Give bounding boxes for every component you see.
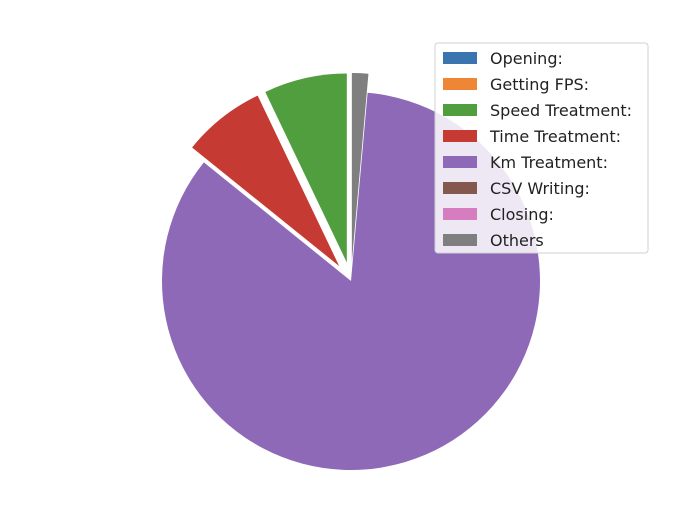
legend-entry-opening: Opening: xyxy=(443,49,563,68)
legend-frame xyxy=(434,42,649,254)
legend: Opening: Getting FPS: Speed Treatment: Time… xyxy=(434,42,649,254)
legend-entry-closing: Closing: xyxy=(443,205,554,224)
legend-label: Km Treatment: xyxy=(490,153,608,172)
pie-slice-speed-treatment xyxy=(265,73,347,263)
legend-swatch xyxy=(443,156,477,168)
legend-swatch xyxy=(443,78,477,90)
legend-label: Others xyxy=(490,231,544,250)
legend-entry-speed-treatment: Speed Treatment: xyxy=(443,101,632,120)
legend-label: Getting FPS: xyxy=(490,75,589,94)
legend-label: Closing: xyxy=(490,205,554,224)
legend-swatch xyxy=(443,208,477,220)
legend-entry-csv-writing: CSV Writing: xyxy=(443,179,590,198)
legend-label: Speed Treatment: xyxy=(490,101,632,120)
legend-label: Time Treatment: xyxy=(489,127,621,146)
legend-swatch xyxy=(443,234,477,246)
pie-slice-others xyxy=(351,73,369,263)
legend-swatch xyxy=(443,130,477,142)
legend-entry-others: Others xyxy=(443,231,544,250)
legend-entry-getting-fps: Getting FPS: xyxy=(443,75,589,94)
legend-swatch xyxy=(443,52,477,64)
pie-slice-time-treatment xyxy=(192,95,340,267)
legend-entry-time-treatment: Time Treatment: xyxy=(443,127,621,146)
legend-swatch xyxy=(443,182,477,194)
legend-label: Opening: xyxy=(490,49,563,68)
legend-label: CSV Writing: xyxy=(490,179,590,198)
legend-entry-km-treatment: Km Treatment: xyxy=(443,153,608,172)
legend-swatch xyxy=(443,104,477,116)
